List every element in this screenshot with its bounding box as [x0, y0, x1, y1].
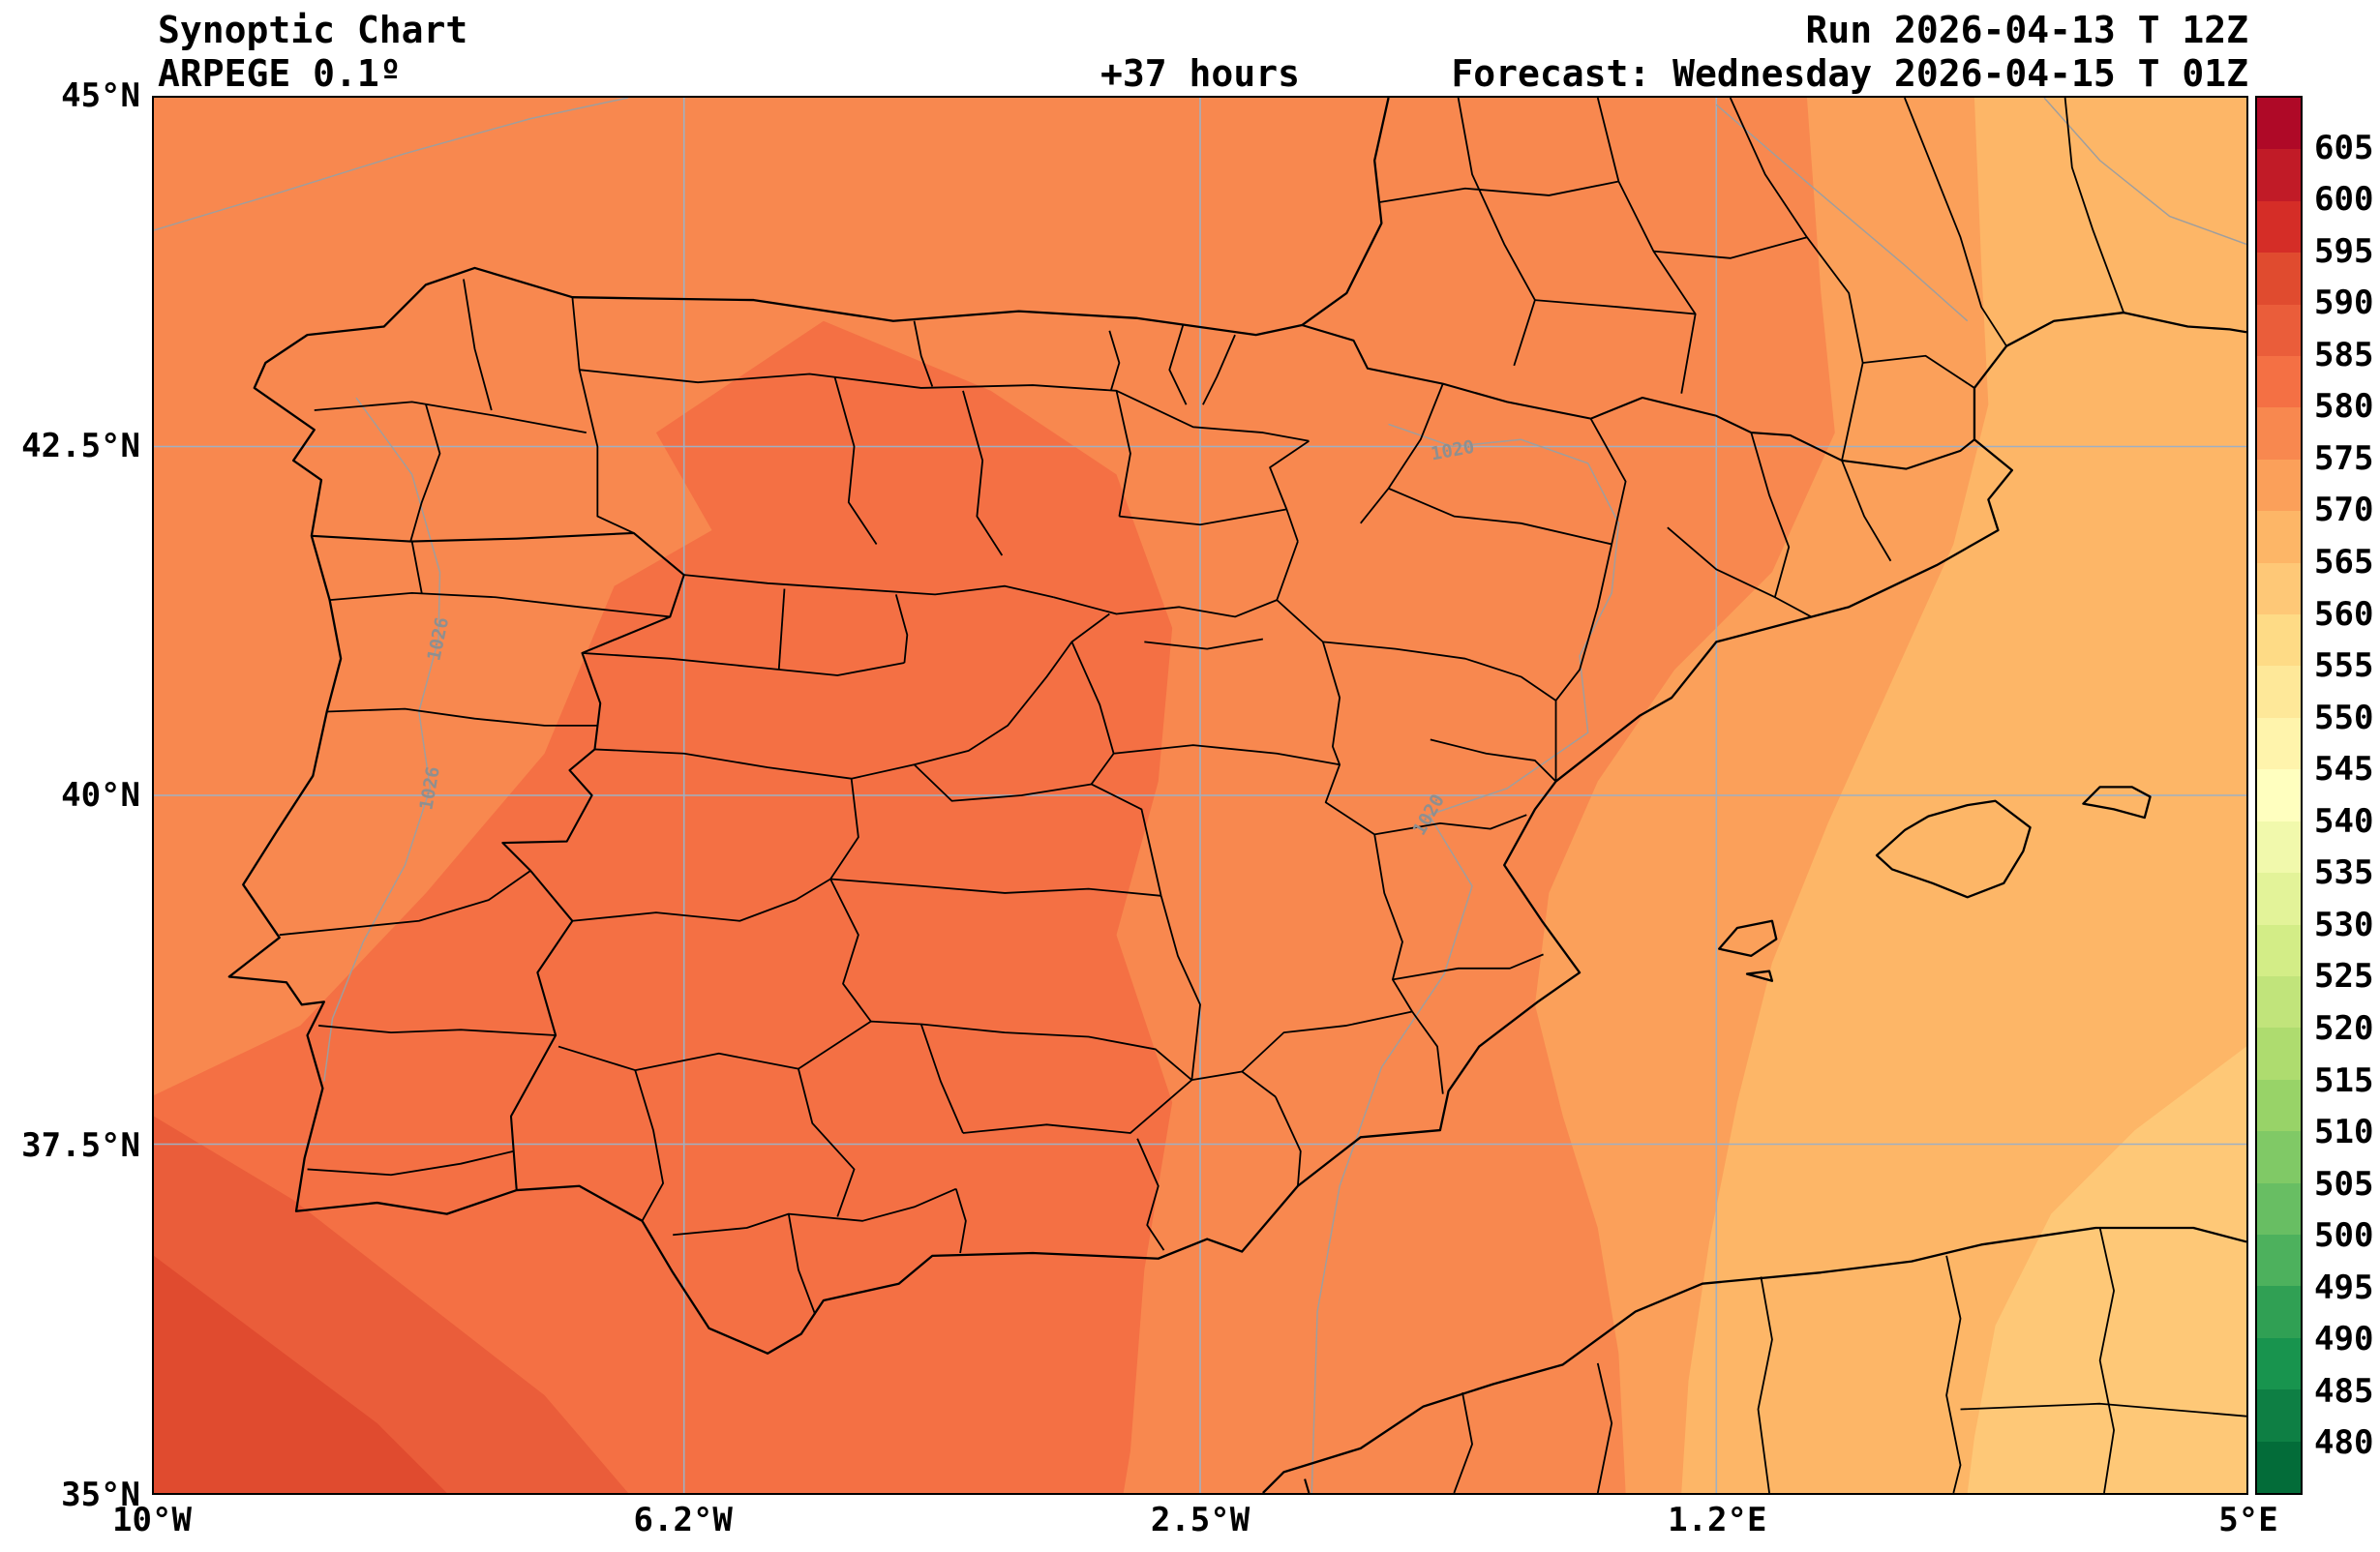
colorbar: [2255, 96, 2303, 1495]
colorbar-segment: [2257, 821, 2301, 874]
colorbar-segment: [2257, 149, 2301, 201]
colorbar-segment: [2257, 975, 2301, 1029]
colorbar-segment: [2257, 614, 2301, 667]
x-tick-label: 5°E: [2218, 1501, 2278, 1539]
colorbar-segment: [2257, 873, 2301, 925]
contour-fill-region: [154, 1255, 447, 1493]
colorbar-segment: [2257, 1182, 2301, 1235]
colorbar-tick-label: 480: [2314, 1423, 2374, 1463]
colorbar-segment: [2257, 1337, 2301, 1390]
colorbar-tick-label: 515: [2314, 1060, 2374, 1100]
model-label: ARPEGE 0.1º: [158, 52, 402, 95]
colorbar-segment: [2257, 1234, 2301, 1287]
colorbar-segment: [2257, 200, 2301, 254]
colorbar-segment: [2257, 1131, 2301, 1183]
colorbar-segment: [2257, 511, 2301, 563]
colorbar-tick-label: 525: [2314, 957, 2374, 997]
colorbar-segment: [2257, 1441, 2301, 1493]
colorbar-segment: [2257, 459, 2301, 512]
colorbar-tick-label: 570: [2314, 491, 2374, 530]
colorbar-segment: [2257, 562, 2301, 615]
colorbar-tick-label: 555: [2314, 646, 2374, 686]
run-label: Run 2026-04-13 T 12Z: [1805, 9, 2248, 51]
lead-time-label: +37 hours: [1100, 52, 1300, 95]
contour-fill-region: [154, 320, 1173, 1493]
colorbar-segment: [2257, 1389, 2301, 1442]
colorbar-tick-label: 485: [2314, 1371, 2374, 1411]
forecast-label: Forecast: Wednesday 2026-04-15 T 01Z: [1451, 52, 2248, 95]
y-tick-label: 40°N: [61, 776, 140, 815]
x-tick-label: 2.5°W: [1150, 1501, 1250, 1539]
x-tick-label: 10°W: [112, 1501, 192, 1539]
colorbar-tick-label: 490: [2314, 1320, 2374, 1359]
y-tick-label: 35°N: [61, 1476, 140, 1514]
colorbar-segment: [2257, 924, 2301, 976]
contour-fill-region: [1967, 1046, 2246, 1493]
isobar-lines: [154, 98, 2246, 1493]
colorbar-tick-label: 545: [2314, 750, 2374, 790]
colorbar-tick-label: 595: [2314, 231, 2374, 271]
colorbar-segment: [2257, 1079, 2301, 1132]
colorbar-tick-label: 510: [2314, 1113, 2374, 1152]
colorbar-tick-label: 575: [2314, 438, 2374, 478]
colorbar-tick-label: 600: [2314, 180, 2374, 220]
colorbar-tick-label: 585: [2314, 335, 2374, 374]
colorbar-segment: [2257, 717, 2301, 770]
province-borders: [279, 98, 2246, 1493]
colorbar-segment: [2257, 253, 2301, 305]
colorbar-segment: [2257, 98, 2301, 150]
coastline: [227, 98, 2246, 1493]
y-tick-label: 45°N: [61, 76, 140, 115]
colorbar-tick-label: 500: [2314, 1216, 2374, 1256]
colorbar-segment: [2257, 769, 2301, 821]
colorbar-tick-label: 495: [2314, 1268, 2374, 1307]
colorbar-segment: [2257, 407, 2301, 460]
colorbar-tick-label: 505: [2314, 1164, 2374, 1204]
x-tick-label: 6.2°W: [633, 1501, 733, 1539]
colorbar-segment: [2257, 304, 2301, 357]
colorbar-segment: [2257, 1286, 2301, 1338]
colorbar-tick-label: 560: [2314, 594, 2374, 634]
y-tick-label: 37.5°N: [21, 1125, 140, 1165]
x-tick-label: 1.2°E: [1668, 1501, 1767, 1539]
colorbar-tick-label: 540: [2314, 801, 2374, 841]
colorbar-tick-label: 550: [2314, 698, 2374, 737]
colorbar-segment: [2257, 1028, 2301, 1080]
colorbar-tick-label: 605: [2314, 128, 2374, 167]
colorbar-tick-label: 535: [2314, 853, 2374, 893]
y-tick-label: 42.5°N: [21, 426, 140, 465]
colorbar-tick-label: 590: [2314, 284, 2374, 323]
colorbar-tick-label: 565: [2314, 543, 2374, 582]
chart-title: Synoptic Chart: [158, 9, 468, 51]
colorbar-tick-label: 530: [2314, 905, 2374, 944]
colorbar-tick-label: 580: [2314, 387, 2374, 427]
colorbar-segment: [2257, 356, 2301, 408]
map-plot-area: 1020 1026 1026 1020: [152, 96, 2248, 1495]
gridlines: [154, 98, 2246, 1493]
colorbar-segment: [2257, 666, 2301, 718]
colorbar-tick-label: 520: [2314, 1009, 2374, 1048]
